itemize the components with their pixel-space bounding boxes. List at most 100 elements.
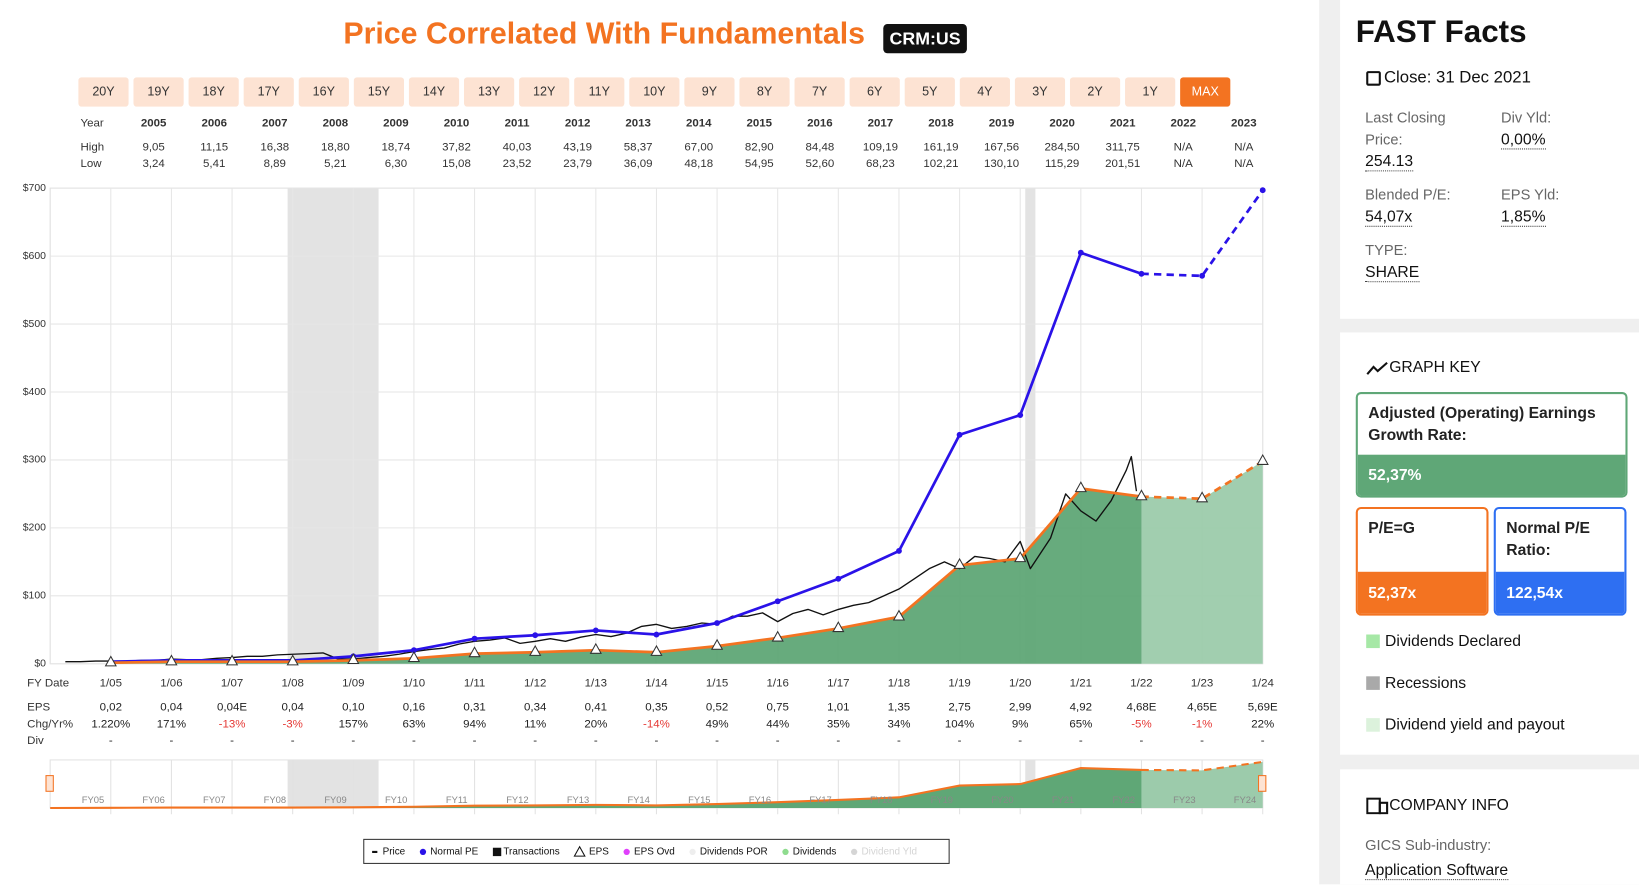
graph-key-title: GRAPH KEY	[1389, 358, 1481, 377]
range-button[interactable]	[574, 77, 625, 107]
range-button[interactable]	[243, 77, 294, 107]
pe-point	[714, 620, 721, 626]
pe-point	[471, 635, 478, 642]
eps-area-projected	[1141, 461, 1263, 664]
eps-value: 4,68E	[1126, 702, 1156, 714]
div-value: -	[473, 735, 477, 747]
fact: Blended P/E: 54,07x	[1365, 184, 1501, 227]
ticker: CRM:US	[890, 28, 961, 48]
range-button[interactable]	[629, 77, 680, 107]
ticker-badge	[883, 24, 967, 54]
high: 58,37	[624, 141, 653, 153]
eps-value: 1,35	[888, 702, 910, 714]
range-button[interactable]	[959, 77, 1010, 107]
graph-key-card: P/E=G 52,37x	[1355, 506, 1489, 616]
eps-value: 2,75	[948, 702, 970, 714]
range-button[interactable]	[904, 77, 955, 107]
range-button[interactable]	[794, 77, 845, 107]
range-button[interactable]	[1014, 77, 1066, 107]
pe-point	[1017, 412, 1024, 419]
chg-value: 9%	[1012, 718, 1029, 730]
x-tick-label: 1/12	[524, 678, 546, 690]
eps-value: 0,16	[403, 702, 425, 714]
navigator-label: FY19	[931, 794, 953, 805]
company-value: Application Software	[1365, 861, 1509, 881]
row-label: EPS	[27, 702, 50, 714]
fact-value: SHARE	[1365, 263, 1420, 283]
eps-area	[110, 488, 1142, 664]
key-label: Dividend yield and payout	[1385, 716, 1565, 734]
high: 284,50	[1045, 141, 1080, 153]
icon	[1366, 71, 1381, 86]
navigator-label: FY24	[1234, 794, 1256, 805]
high: 109,19	[863, 141, 898, 153]
key-item: Recessions	[1366, 674, 1466, 692]
range-button[interactable]	[1069, 77, 1121, 107]
chg-value: -14%	[643, 718, 670, 730]
low: 6,30	[385, 158, 407, 170]
high: N/A	[1174, 141, 1193, 153]
range-button[interactable]	[78, 77, 129, 107]
recession	[1025, 188, 1036, 664]
navigator-handle[interactable]	[45, 775, 54, 792]
fact-label: TYPE:	[1365, 241, 1408, 259]
range-button-label: 18Y	[203, 84, 226, 98]
range-button[interactable]	[133, 77, 184, 107]
year: 2019	[989, 117, 1015, 129]
range-button-label: 4Y	[977, 84, 993, 98]
range-button[interactable]	[519, 77, 570, 107]
graph-key-card: Normal P/E Ratio: 122,54x	[1493, 506, 1627, 616]
range-button[interactable]	[1180, 77, 1231, 107]
x-tick-label: 1/10	[403, 678, 425, 690]
low: 15,08	[442, 158, 471, 170]
range-button[interactable]	[464, 77, 515, 107]
range-button-label: 7Y	[812, 84, 828, 98]
low: 68,23	[866, 158, 895, 170]
range-button-label: MAX	[1192, 84, 1220, 98]
range-button[interactable]	[353, 77, 405, 107]
range-button-label: 16Y	[313, 84, 336, 98]
fast-facts-card: FAST Facts Close: 31 Dec 2021 Last Closi…	[1340, 0, 1639, 319]
navigator-label: FY15	[688, 794, 710, 805]
pe-point	[1138, 270, 1145, 277]
low: 36,09	[624, 158, 653, 170]
range-button[interactable]	[188, 77, 239, 107]
series-line-projected	[1141, 189, 1264, 278]
eps-point	[165, 654, 178, 666]
eps-value: 4,65E	[1187, 702, 1217, 714]
graph-key-card: GRAPH KEY Adjusted (Operating) Earnings …	[1340, 332, 1639, 755]
eps-point	[1256, 453, 1269, 465]
high: 16,38	[260, 141, 289, 153]
range-button[interactable]	[298, 77, 349, 107]
range-button[interactable]	[739, 77, 790, 107]
eps-value: 0,04	[160, 702, 183, 714]
row-label: Div	[27, 735, 44, 747]
eps-point	[104, 655, 117, 667]
navigator-label: FY22	[1112, 794, 1134, 805]
range-button[interactable]	[684, 77, 735, 107]
range-button[interactable]	[1125, 77, 1176, 107]
year: 2014	[686, 117, 712, 129]
eps-point	[468, 646, 481, 658]
graph-key-head: GRAPH KEY	[1366, 358, 1481, 377]
side-panel: FAST Facts Close: 31 Dec 2021 Last Closi…	[1319, 0, 1639, 885]
pe-point	[1199, 272, 1206, 279]
div-value: -	[291, 735, 295, 747]
legend-symbol	[782, 848, 789, 856]
navigator-line-projected	[1141, 760, 1263, 772]
div-value: -	[1018, 735, 1022, 747]
y-tick-label: $600	[23, 251, 46, 262]
navigator-label: FY12	[506, 794, 528, 805]
div-value: -	[836, 735, 840, 747]
high: N/A	[1234, 141, 1253, 153]
range-button-label: 14Y	[423, 84, 446, 98]
high: 11,15	[200, 141, 228, 153]
range-button[interactable]	[849, 77, 900, 107]
range-button[interactable]	[408, 77, 460, 107]
navigator-handle[interactable]	[1258, 775, 1267, 792]
fast-facts-title: FAST Facts	[1355, 14, 1527, 50]
year: 2023	[1231, 117, 1257, 129]
chg-value: 94%	[463, 718, 486, 730]
x-tick-label: 1/17	[827, 678, 849, 690]
year: 2017	[868, 117, 894, 129]
